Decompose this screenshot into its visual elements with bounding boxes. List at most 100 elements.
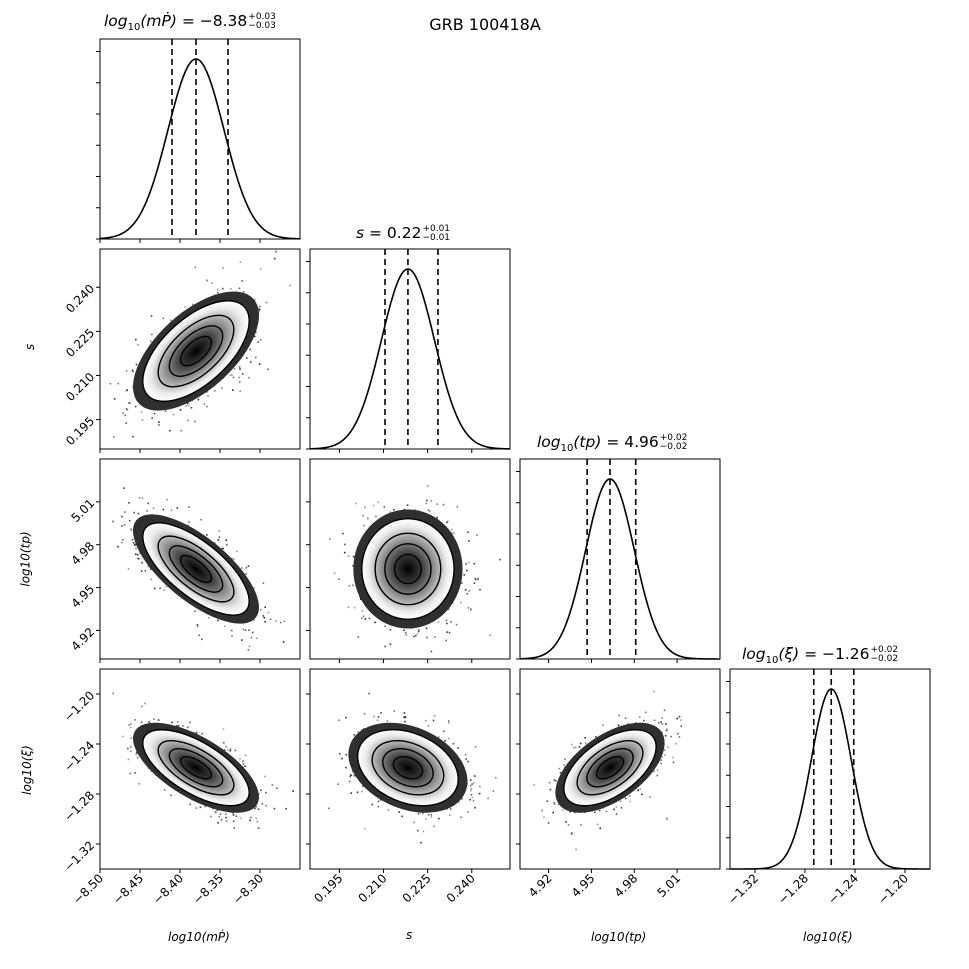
diag-panel-mp [96, 38, 301, 243]
point [253, 619, 255, 621]
point [425, 502, 428, 505]
title-tp: log10(tp) = 4.96 +0.02 −0.02 [537, 433, 687, 454]
point [195, 807, 198, 809]
point [339, 752, 341, 755]
point [231, 557, 233, 559]
contour-panel-s-xi-2 [382, 748, 434, 788]
point [474, 578, 477, 581]
point [387, 809, 390, 811]
point [430, 814, 433, 816]
point [349, 775, 351, 778]
point [427, 509, 430, 512]
point [578, 746, 581, 748]
panel-tp-xi [516, 668, 721, 873]
diag-frame-s [309, 248, 511, 450]
point [255, 817, 258, 820]
title-s-value: = 0.22 [369, 224, 422, 242]
point [413, 821, 415, 824]
point [251, 631, 254, 634]
point [197, 398, 200, 401]
point [653, 719, 656, 722]
point [210, 815, 212, 818]
point [660, 762, 662, 765]
point [352, 555, 355, 558]
point [437, 736, 440, 738]
point [217, 822, 219, 824]
point [337, 783, 339, 785]
point [141, 561, 143, 564]
point [363, 712, 366, 715]
point [269, 618, 272, 621]
contour-panel-s-xi-3 [392, 756, 424, 780]
xlabel-xi: log10(ξ) [803, 930, 853, 944]
point [468, 561, 470, 564]
point [425, 627, 428, 630]
point [204, 805, 207, 808]
point [425, 818, 427, 820]
point [492, 790, 495, 792]
hist-s [309, 268, 511, 450]
diag-frame-mp [99, 38, 301, 240]
point [194, 420, 196, 423]
point [217, 291, 219, 294]
point [134, 553, 137, 555]
point [371, 803, 374, 806]
point [129, 726, 132, 729]
point [377, 805, 380, 808]
point [246, 357, 248, 359]
point [189, 803, 191, 806]
point [257, 827, 260, 829]
point [131, 369, 134, 372]
point [222, 287, 224, 290]
title-tp-minus: −0.02 [659, 441, 688, 452]
point [447, 721, 450, 724]
point [122, 412, 124, 415]
contour-panel-mp-tp-3 [179, 554, 213, 584]
ytick-label-xi-1: −1.28 [61, 788, 97, 824]
point [170, 794, 172, 797]
point [361, 610, 364, 612]
point [136, 557, 139, 560]
title-tp-value: = 4.96 [606, 433, 659, 451]
point [176, 721, 179, 723]
density-panel-mp-s [142, 300, 250, 402]
contour-panel-mp-tp-1 [157, 535, 235, 603]
point [271, 784, 274, 786]
title-xi-sub: 10 [765, 655, 779, 667]
point [224, 625, 226, 627]
point [469, 779, 472, 781]
point [380, 712, 382, 714]
point [594, 736, 597, 738]
point [273, 807, 276, 810]
point [348, 780, 351, 783]
point [405, 634, 408, 636]
point [446, 622, 448, 625]
point [420, 841, 422, 844]
point [124, 511, 126, 513]
point [225, 813, 227, 815]
point [126, 409, 129, 411]
point [112, 520, 114, 523]
point [427, 725, 430, 727]
point [401, 815, 403, 818]
point [214, 811, 217, 813]
point [599, 827, 601, 830]
frame-panel-s-xi [309, 668, 511, 870]
point [450, 528, 453, 531]
point [159, 587, 161, 589]
point [218, 530, 220, 532]
point [230, 629, 233, 632]
point [150, 578, 153, 581]
point [661, 723, 664, 725]
point [367, 517, 369, 520]
point [389, 629, 392, 631]
point [264, 606, 266, 608]
point [240, 567, 243, 569]
point [146, 510, 148, 512]
point [406, 504, 409, 506]
point [189, 721, 191, 724]
point [133, 544, 136, 546]
point [348, 584, 351, 587]
point [121, 541, 123, 544]
